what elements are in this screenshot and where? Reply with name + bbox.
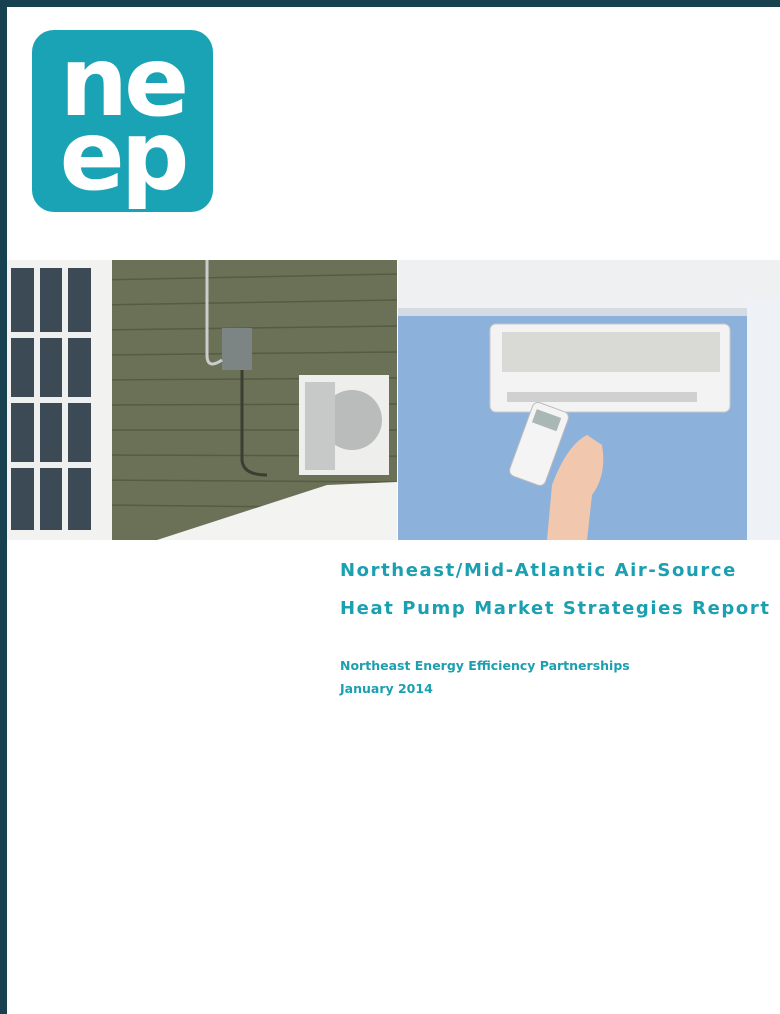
date: January 2014 <box>340 681 433 696</box>
author: Northeast Energy Efficiency Partnerships <box>340 658 630 673</box>
logo-text: ep <box>32 116 213 196</box>
document-page: ne ep <box>7 7 780 1014</box>
screen: ne ep <box>0 0 780 1014</box>
cover-photos <box>7 260 780 540</box>
title: Heat Pump Market Strategies Report <box>340 598 771 619</box>
title: Northeast/Mid-Atlantic Air-Source <box>340 560 737 581</box>
logo: ne ep <box>32 30 213 212</box>
